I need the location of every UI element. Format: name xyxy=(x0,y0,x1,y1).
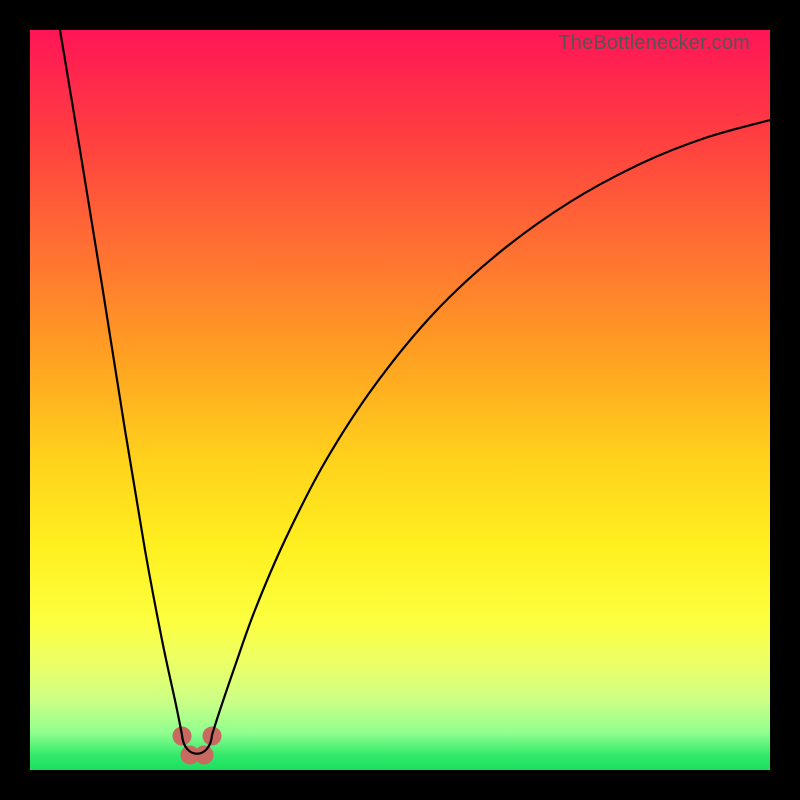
dip-marker xyxy=(195,746,213,764)
watermark-label: TheBottlenecker.com xyxy=(558,32,750,55)
curve-left-branch xyxy=(60,30,182,735)
curve-right-branch xyxy=(212,120,770,735)
chart-frame: TheBottlenecker.com xyxy=(0,0,800,800)
curve-svg xyxy=(30,30,770,770)
plot-area xyxy=(30,30,770,770)
